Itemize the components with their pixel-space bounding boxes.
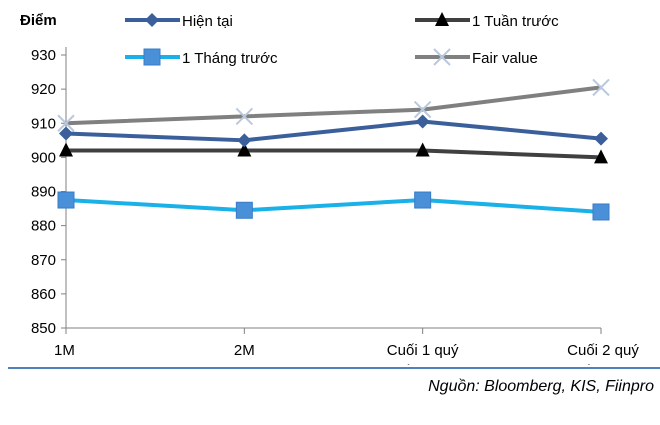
x-tick-label: Cuối 2 quýtiếp theo	[567, 342, 639, 365]
legend-label: Fair value	[472, 50, 538, 67]
data-point	[235, 201, 253, 219]
series-layer	[57, 78, 610, 221]
series-fair-value	[57, 78, 610, 132]
series-line	[65, 85, 602, 126]
data-point	[57, 191, 75, 209]
y-tick-label: 870	[31, 252, 56, 269]
x-tick-label: 1M	[54, 342, 75, 359]
x-axis: 1M 2M Cuối 1 quýtiếp theo Cuối 2 quýtiếp th…	[54, 327, 639, 365]
legend-item: 1 Tuần trước	[415, 12, 559, 30]
series-line	[65, 198, 602, 214]
legend-marker	[143, 48, 161, 66]
data-point	[237, 142, 252, 157]
line-chart: Điểm Hiện tại 1 Tuần trước 1 Tháng trước Fa…	[20, 12, 639, 365]
series-line	[66, 148, 602, 160]
legend: Hiện tại 1 Tuần trước 1 Tháng trước Fair va…	[125, 12, 559, 67]
y-tick-label: 900	[31, 149, 56, 166]
legend-label: 1 Tuần trước	[472, 13, 559, 30]
legend-label: 1 Tháng trước	[182, 50, 278, 67]
data-point	[415, 142, 430, 157]
legend-marker	[145, 13, 159, 27]
y-tick-label: 860	[31, 286, 56, 303]
data-point	[59, 126, 73, 141]
data-point	[237, 133, 252, 148]
legend-item: 1 Tháng trước	[125, 48, 278, 67]
series-hiện-tại	[59, 114, 608, 148]
y-axis: 850 860 870 880 890 900 910 920 930	[31, 47, 67, 337]
source-divider	[8, 367, 660, 369]
data-point	[59, 142, 73, 157]
source-note: Nguồn: Bloomberg, KIS, Fiinpro	[428, 378, 654, 395]
series-1-tuần-trước	[59, 142, 608, 164]
y-tick-label: 930	[31, 47, 56, 64]
series-line	[65, 119, 602, 143]
legend-marker	[433, 48, 451, 66]
data-point	[57, 114, 75, 132]
data-point	[594, 131, 608, 146]
data-point	[592, 78, 610, 97]
legend-label: Hiện tại	[182, 13, 233, 30]
legend-marker	[435, 12, 449, 26]
data-point	[235, 107, 254, 126]
y-axis-label: Điểm	[20, 12, 57, 29]
y-tick-label: 920	[31, 81, 56, 98]
legend-item: Hiện tại	[125, 13, 233, 30]
data-point	[413, 100, 432, 119]
data-point	[594, 149, 608, 164]
y-tick-label: 910	[31, 115, 56, 132]
x-tick-label: 2M	[234, 342, 255, 359]
x-tick-label: Cuối 1 quýtiếp theo	[387, 342, 459, 365]
data-point	[592, 203, 610, 221]
y-tick-label: 890	[31, 184, 56, 201]
series-1-tháng-trước	[57, 191, 610, 221]
y-tick-label: 880	[31, 218, 56, 235]
legend-item: Fair value	[415, 48, 538, 67]
data-point	[415, 114, 430, 129]
data-point	[414, 191, 432, 209]
y-tick-label: 850	[31, 320, 56, 337]
